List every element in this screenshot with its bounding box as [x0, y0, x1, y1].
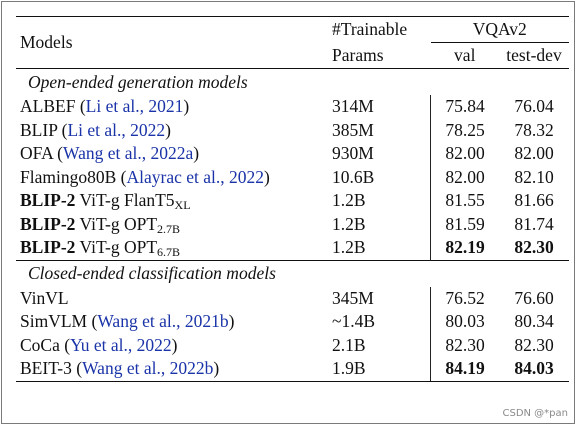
model-cell: ALBEF (Li et al., 2021): [20, 96, 190, 117]
val-cell: 84.19: [430, 357, 499, 382]
testdev-cell: 76.04: [514, 96, 554, 117]
val-cell: 76.52: [430, 286, 499, 310]
model-name: Flamingo80B: [20, 166, 117, 187]
model-name: OFA: [20, 143, 53, 164]
table-row: Flamingo80B (Alayrac et al., 2022) 10.6B…: [16, 165, 569, 189]
section-title-open: Open-ended generation models: [28, 71, 248, 92]
section-title-closed: Closed-ended classification models: [16, 259, 569, 287]
val-cell: 82.00: [430, 165, 499, 189]
table-row: BLIP-2 ViT-g OPT2.7B 1.2B 81.59 81.74: [16, 212, 569, 237]
model-cell: BLIP-2 ViT-g FlanT5XL: [16, 189, 332, 213]
model-cell: BLIP (Li et al., 2022): [20, 119, 171, 140]
model-bold-name: BLIP-2: [20, 237, 76, 258]
table-row: BEIT-3 (Wang et al., 2022b) 1.9B 84.19 8…: [16, 357, 569, 382]
header-models: Models: [16, 16, 332, 69]
model-name: ViT-g OPT: [79, 213, 158, 234]
testdev-cell: 80.34: [514, 311, 554, 332]
val-cell: 81.59: [430, 212, 499, 236]
testdev-cell: 76.60: [514, 287, 554, 308]
model-name: ALBEF: [20, 96, 76, 117]
model-cell: BEIT-3 (Wang et al., 2022b): [16, 357, 332, 382]
header-params-line1: #Trainable: [332, 16, 431, 43]
header-val: val: [430, 42, 499, 69]
params-cell: 385M: [332, 119, 374, 140]
header-vqav2: VQAv2: [430, 16, 569, 43]
model-cell: CoCa (Yu et al., 2022): [20, 334, 178, 355]
header-row-2: Params val test-dev: [16, 42, 569, 69]
params-cell: 1.2B: [332, 190, 366, 211]
val-cell: 81.55: [430, 189, 499, 213]
model-cell: Flamingo80B (Alayrac et al., 2022): [20, 166, 270, 187]
citation-link[interactable]: Li et al., 2021: [85, 96, 184, 117]
model-subscript: 2.7B: [157, 221, 181, 236]
model-cell: BLIP-2 ViT-g OPT2.7B: [16, 213, 332, 237]
val-cell: 82.30: [430, 333, 499, 357]
section-open-ended: Open-ended generation models: [16, 69, 569, 96]
model-name: VinVL: [20, 287, 69, 308]
params-cell: 314M: [332, 96, 374, 117]
model-name: ViT-g OPT: [79, 237, 158, 258]
params-cell: ~1.4B: [332, 311, 376, 332]
model-bold-name: BLIP-2: [20, 213, 76, 234]
model-cell: OFA (Wang et al., 2022a): [20, 143, 200, 164]
table-row: BLIP (Li et al., 2022) 385M 78.25 78.32: [16, 118, 569, 142]
model-name: CoCa: [20, 334, 60, 355]
params-cell: 1.2B: [332, 213, 366, 234]
testdev-cell: 78.32: [514, 119, 554, 140]
model-subscript: 6.7B: [157, 245, 181, 260]
model-name: ViT-g FlanT5: [79, 190, 175, 211]
model-bold-name: BLIP-2: [20, 190, 76, 211]
table-row: CoCa (Yu et al., 2022) 2.1B 82.30 82.30: [16, 333, 569, 357]
header-row-1: Models #Trainable VQAv2: [16, 16, 569, 69]
watermark: CSDN @*pan: [502, 408, 568, 419]
citation-link[interactable]: Yu et al., 2022: [70, 334, 172, 355]
citation-link[interactable]: Alayrac et al., 2022: [126, 166, 264, 187]
table-row: ALBEF (Li et al., 2021) 314M 75.84 76.04: [16, 95, 569, 119]
testdev-cell: 82.00: [514, 143, 554, 164]
testdev-cell: 84.03: [499, 357, 569, 382]
testdev-cell: 82.30: [514, 237, 554, 258]
params-cell: 1.9B: [332, 357, 431, 382]
params-cell: 345M: [332, 287, 374, 308]
citation-link[interactable]: Wang et al., 2022a: [62, 143, 194, 164]
header-testdev: test-dev: [499, 42, 569, 69]
citation-link[interactable]: Wang et al., 2022b: [82, 358, 214, 379]
table-row: BLIP-2 ViT-g OPT6.7B 1.2B 82.19 82.30: [16, 236, 569, 260]
model-name: BEIT-3: [20, 358, 72, 379]
testdev-cell: 81.74: [514, 213, 554, 234]
table-row: BLIP-2 ViT-g FlanT5XL 1.2B 81.55 81.66: [16, 189, 569, 213]
model-name: SimVLM: [20, 311, 88, 332]
vqa-results-table: Models #Trainable VQAv2 Params val test-…: [16, 16, 569, 382]
testdev-cell: 82.30: [514, 334, 554, 355]
val-cell: 82.19: [430, 236, 499, 260]
params-cell: 10.6B: [332, 166, 375, 187]
model-subscript: XL: [174, 198, 191, 213]
model-name: BLIP: [20, 119, 58, 140]
model-cell: VinVL: [16, 287, 332, 311]
params-cell: 930M: [332, 143, 374, 164]
val-cell: 78.25: [430, 118, 499, 142]
model-cell: SimVLM (Wang et al., 2021b): [20, 311, 235, 332]
val-cell: 82.00: [430, 142, 499, 166]
model-cell: BLIP-2 ViT-g OPT6.7B: [16, 236, 332, 260]
citation-link[interactable]: Wang et al., 2021b: [97, 311, 229, 332]
table-row: SimVLM (Wang et al., 2021b) ~1.4B 80.03 …: [16, 310, 569, 334]
val-cell: 80.03: [430, 310, 499, 334]
header-params-line2: Params: [332, 42, 431, 69]
citation-link[interactable]: Li et al., 2022: [67, 119, 166, 140]
val-cell: 75.84: [430, 95, 499, 119]
params-cell: 2.1B: [332, 334, 366, 355]
testdev-cell: 81.66: [514, 190, 554, 211]
params-cell: 1.2B: [332, 237, 366, 258]
testdev-cell: 82.10: [514, 166, 554, 187]
table-row: OFA (Wang et al., 2022a) 930M 82.00 82.0…: [16, 142, 569, 166]
table-row: VinVL 345M 76.52 76.60: [16, 286, 569, 311]
section-closed-ended: Closed-ended classification models: [16, 259, 569, 287]
